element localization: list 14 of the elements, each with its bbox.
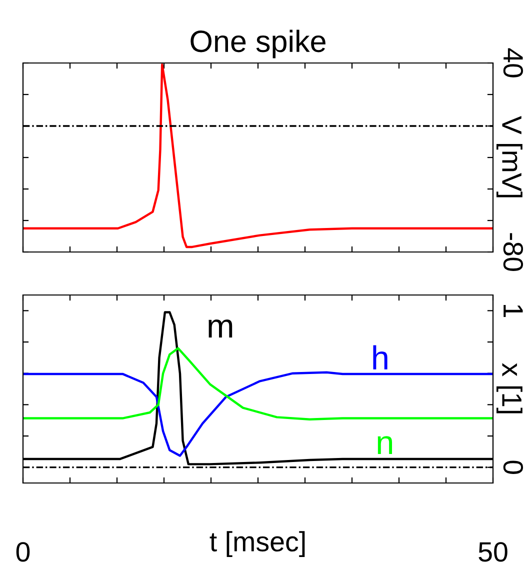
chart-title: One spike bbox=[190, 30, 326, 58]
y-tick-label: -80 bbox=[503, 233, 524, 271]
y-axis-title: V [mV] bbox=[496, 116, 522, 198]
line-series bbox=[23, 371, 493, 457]
series-label: n bbox=[378, 436, 392, 454]
y-axis-title: x [1] bbox=[496, 363, 522, 414]
line-series bbox=[23, 347, 493, 421]
y-tick-label: 1 bbox=[504, 305, 523, 318]
y-tick-label: 40 bbox=[503, 48, 524, 78]
legend-label: m bbox=[208, 320, 232, 338]
y-tick-label: 0 bbox=[503, 460, 524, 474]
x-tick-label: 50 bbox=[478, 542, 508, 562]
series-label: h bbox=[373, 345, 388, 370]
x-axis-title: t [msec] bbox=[210, 531, 305, 558]
